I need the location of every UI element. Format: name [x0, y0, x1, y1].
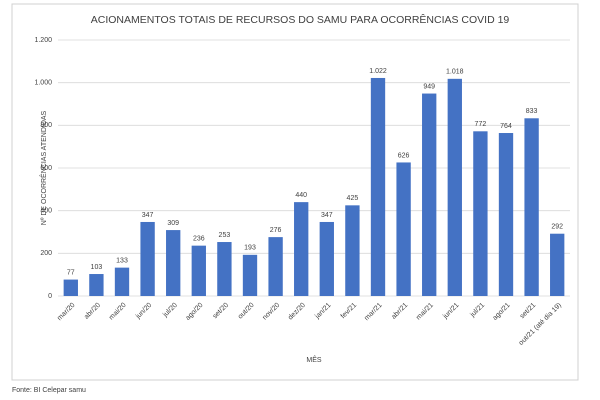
y-tick-label: 400: [40, 208, 52, 215]
y-tick-label: 200: [40, 250, 52, 257]
bar: [217, 242, 232, 296]
bar: [114, 267, 130, 296]
value-label: 236: [193, 235, 205, 242]
value-label: 833: [526, 108, 538, 115]
bar: [268, 237, 283, 296]
value-label: 133: [116, 257, 128, 264]
bar: [422, 93, 437, 297]
value-label: 193: [244, 245, 256, 252]
value-label: 103: [91, 264, 103, 271]
bar: [370, 77, 386, 297]
bar: [191, 245, 206, 296]
y-tick-label: 800: [40, 122, 52, 129]
value-label: 309: [167, 220, 179, 227]
bar: [319, 221, 334, 296]
bar: [447, 78, 462, 297]
value-label: 253: [219, 232, 231, 239]
value-label: 1.018: [446, 69, 464, 76]
x-axis-label: MÊS: [306, 355, 322, 364]
source: Fonte: BI Celepar samu: [12, 387, 86, 394]
y-tick-label: 600: [40, 165, 52, 172]
bar: [294, 202, 309, 296]
value-label: 292: [551, 224, 563, 231]
y-tick-label: 1.000: [34, 80, 52, 87]
bar: [345, 205, 360, 296]
bar: [473, 131, 488, 296]
bar: [524, 118, 539, 296]
value-label: 772: [475, 121, 487, 128]
bar: [498, 133, 514, 296]
value-label: 626: [398, 152, 410, 159]
value-label: 347: [142, 212, 154, 219]
bar: [550, 233, 565, 296]
value-label: 764: [500, 123, 512, 130]
chart-title: ACIONAMENTOS TOTAIS DE RECURSOS DO SAMU …: [91, 13, 510, 26]
bar: [166, 230, 181, 296]
bar: [242, 254, 258, 296]
value-label: 440: [295, 192, 307, 199]
value-label: 77: [67, 269, 75, 276]
value-label: 347: [321, 212, 333, 219]
y-tick-label: 1.200: [34, 37, 52, 44]
value-label: 1.022: [369, 68, 387, 75]
bar: [89, 274, 104, 296]
y-tick-label: 0: [48, 293, 52, 300]
bar: [396, 162, 411, 296]
bar: [140, 221, 155, 296]
y-axis-label: Nº DE OCORRÊNCIAS ATENDIDAS: [39, 110, 48, 225]
value-label: 949: [423, 83, 435, 90]
bar: [63, 279, 78, 296]
value-label: 276: [270, 227, 282, 234]
value-label: 425: [347, 195, 359, 202]
